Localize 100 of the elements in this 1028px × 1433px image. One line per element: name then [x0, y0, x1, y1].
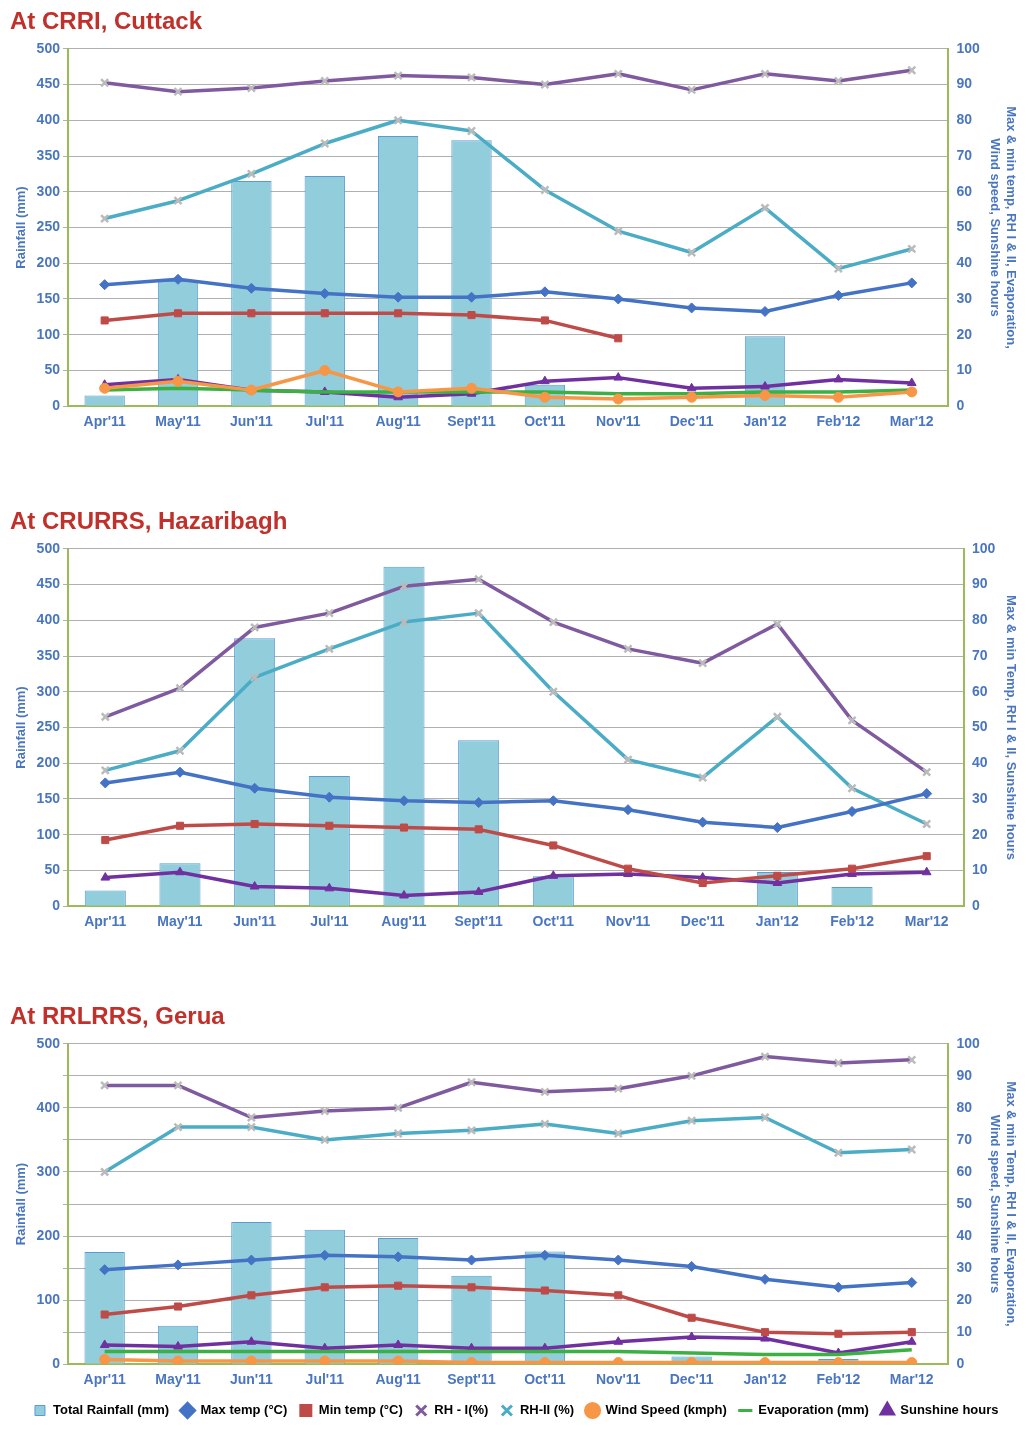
y-tick-label: 0 — [52, 1355, 61, 1372]
y2-tick-label: 20 — [956, 325, 973, 342]
chart-title: At RRLRRS, Gerua — [10, 1002, 226, 1030]
x-tick-label: Feb'12 — [816, 413, 861, 430]
y2-tick-label: 90 — [956, 1066, 973, 1083]
x-tick-label: Jun'11 — [229, 413, 274, 430]
x-tick-label: Jan'12 — [755, 913, 800, 930]
legend-label: Sunshine hours — [900, 1402, 999, 1418]
x-tick-label: Mar'12 — [904, 913, 949, 930]
x-tick-label: Oct'11 — [532, 913, 575, 930]
legend-label: Max temp (°C) — [200, 1402, 288, 1418]
y-tick-label: 300 — [36, 1162, 61, 1179]
y-tick-label: 400 — [36, 111, 61, 128]
x-tick-label: Oct'11 — [524, 413, 566, 430]
y-tick-label: 100 — [36, 1290, 61, 1307]
legend-label: Min temp (°C) — [318, 1402, 403, 1418]
x-tick-label: Aug'11 — [381, 913, 427, 930]
y-tick-label: 300 — [36, 182, 61, 199]
x-tick-label: Apr'11 — [84, 913, 127, 930]
legend-label: RH - I(%) — [434, 1402, 489, 1418]
x-tick-label: Jul'11 — [305, 1371, 345, 1388]
y2-tick-label: 70 — [972, 646, 988, 663]
legend-label: Evaporation (mm) — [758, 1402, 869, 1418]
x-tick-label: Sept'11 — [447, 1371, 496, 1388]
chart-title: At CRRI, Cuttack — [10, 7, 203, 35]
x-tick-label: Sept'11 — [454, 913, 504, 930]
y-tick-label: 50 — [44, 361, 61, 378]
x-tick-label: Feb'12 — [816, 1371, 861, 1388]
y2-tick-label: 20 — [972, 825, 988, 842]
y2-tick-label: 100 — [956, 39, 981, 56]
y-tick-label: 500 — [36, 39, 61, 56]
x-tick-label: Apr'11 — [83, 413, 126, 430]
y-tick-label: 0 — [52, 897, 61, 914]
legend-label: Wind Speed (kmph) — [605, 1402, 727, 1418]
x-tick-label: Jun'11 — [233, 913, 277, 930]
y2-axis-title: Max & min Temp, RH I & II, Evaporation, Wind speed, Sunshine hours — [988, 1081, 1019, 1327]
y2-tick-label: 60 — [972, 682, 988, 699]
y-tick-label: 0 — [52, 397, 61, 414]
y-tick-label: 500 — [36, 1034, 61, 1051]
x-tick-label: May'11 — [155, 413, 201, 430]
y-tick-label: 350 — [36, 146, 61, 163]
y2-tick-label: 70 — [956, 1130, 973, 1147]
x-tick-label: Aug'11 — [375, 1371, 422, 1388]
y-tick-label: 100 — [36, 325, 61, 342]
y2-tick-label: 10 — [956, 361, 973, 378]
x-tick-label: May'11 — [157, 913, 203, 930]
y2-tick-label: 40 — [956, 1226, 973, 1243]
y2-tick-label: 0 — [956, 1355, 965, 1372]
y-tick-label: 450 — [36, 75, 61, 92]
y2-tick-label: 30 — [956, 1258, 973, 1275]
y-tick-label: 250 — [36, 718, 61, 735]
y-tick-label: 500 — [36, 539, 61, 556]
x-tick-label: Jan'12 — [743, 1371, 787, 1388]
y2-tick-label: 30 — [972, 789, 988, 806]
y-tick-label: 200 — [36, 754, 61, 771]
y2-tick-label: 50 — [956, 1194, 973, 1211]
legend-label: Total Rainfall (mm) — [52, 1402, 170, 1418]
y2-tick-label: 80 — [972, 611, 988, 628]
y2-tick-label: 50 — [956, 218, 973, 235]
x-tick-label: Nov'11 — [595, 413, 641, 430]
y-tick-label: 400 — [36, 1098, 61, 1115]
y-axis-title: Rainfall (mm) — [13, 186, 29, 269]
y2-tick-label: 10 — [972, 861, 988, 878]
x-tick-label: Mar'12 — [889, 413, 934, 430]
y2-tick-label: 0 — [956, 397, 965, 414]
y2-tick-label: 40 — [956, 254, 973, 271]
x-tick-label: Jun'11 — [229, 1371, 274, 1388]
y-tick-label: 400 — [36, 611, 61, 628]
x-tick-label: Sept'11 — [447, 413, 496, 430]
y2-tick-label: 50 — [972, 718, 988, 735]
y2-tick-label: 80 — [956, 1098, 973, 1115]
y2-tick-label: 100 — [972, 539, 996, 556]
y-tick-label: 200 — [36, 1226, 61, 1243]
y2-tick-label: 100 — [956, 1034, 981, 1051]
x-tick-label: Dec'11 — [669, 1371, 714, 1388]
x-tick-label: Jul'11 — [310, 913, 349, 930]
x-tick-label: Oct'11 — [524, 1371, 566, 1388]
x-tick-label: Jan'12 — [743, 413, 787, 430]
y2-tick-label: 20 — [956, 1290, 973, 1307]
y-tick-label: 350 — [36, 646, 61, 663]
x-tick-label: Aug'11 — [375, 413, 422, 430]
y-tick-label: 50 — [44, 861, 61, 878]
y2-tick-label: 10 — [956, 1323, 973, 1340]
y-tick-label: 150 — [36, 289, 61, 306]
x-tick-label: May'11 — [155, 1371, 201, 1388]
y2-tick-label: 90 — [972, 575, 988, 592]
y-tick-label: 150 — [36, 789, 61, 806]
x-tick-label: Mar'12 — [889, 1371, 934, 1388]
chart-title: At CRURRS, Hazaribagh — [10, 507, 288, 535]
y2-tick-label: 0 — [972, 897, 981, 914]
y2-tick-label: 80 — [956, 111, 973, 128]
y-tick-label: 250 — [36, 218, 61, 235]
y-tick-label: 200 — [36, 254, 61, 271]
y2-tick-label: 90 — [956, 75, 973, 92]
y-tick-label: 100 — [36, 825, 61, 842]
legend-label: RH-II (%) — [519, 1402, 575, 1418]
x-tick-label: Nov'11 — [605, 913, 651, 930]
x-tick-label: Jul'11 — [305, 413, 345, 430]
y2-tick-label: 60 — [956, 182, 973, 199]
x-tick-label: Feb'12 — [830, 913, 875, 930]
